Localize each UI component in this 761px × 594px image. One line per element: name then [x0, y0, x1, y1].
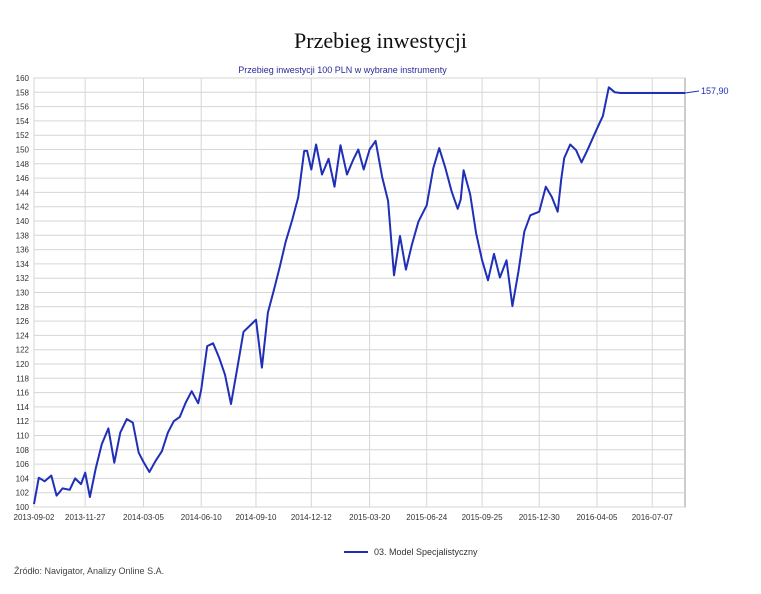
y-tick-label: 110	[16, 432, 29, 441]
y-tick-label: 142	[16, 203, 30, 212]
x-tick-label: 2013-09-02	[14, 513, 55, 522]
x-tick-label: 2015-12-30	[519, 513, 560, 522]
y-tick-label: 134	[16, 260, 30, 269]
x-tick-label: 2015-09-25	[462, 513, 503, 522]
legend-swatch	[344, 551, 368, 553]
end-value-label: 157,90	[701, 86, 729, 96]
legend: 03. Model Specjalistyczny	[344, 547, 478, 557]
y-tick-label: 140	[16, 217, 30, 226]
source-note: Źródło: Navigator, Analizy Online S.A.	[14, 566, 165, 576]
y-tick-label: 126	[16, 317, 30, 326]
x-tick-label: 2014-12-12	[291, 513, 332, 522]
x-tick-label: 2013-11-27	[65, 513, 106, 522]
y-tick-label: 136	[16, 246, 30, 255]
y-tick-label: 152	[16, 131, 30, 140]
y-tick-label: 138	[16, 231, 30, 240]
x-tick-label: 2014-09-10	[235, 513, 276, 522]
x-tick-label: 2015-06-24	[406, 513, 447, 522]
chart-title: Przebieg inwestycji	[294, 28, 467, 53]
y-tick-label: 144	[16, 188, 30, 197]
y-tick-label: 104	[16, 474, 30, 483]
y-tick-label: 124	[16, 331, 30, 340]
y-tick-label: 102	[16, 489, 30, 498]
y-tick-label: 106	[16, 460, 30, 469]
y-tick-label: 120	[16, 360, 30, 369]
y-tick-label: 148	[16, 160, 30, 169]
x-tick-label: 2015-03-20	[349, 513, 390, 522]
x-tick-label: 2016-04-05	[576, 513, 617, 522]
y-tick-label: 112	[16, 417, 29, 426]
y-tick-label: 158	[16, 88, 30, 97]
y-tick-label: 118	[16, 374, 29, 383]
x-tick-label: 2016-07-07	[632, 513, 673, 522]
y-tick-label: 100	[16, 503, 30, 512]
y-tick-label: 114	[16, 403, 29, 412]
y-tick-label: 150	[16, 146, 30, 155]
series-line	[33, 86, 685, 505]
y-tick-label: 116	[16, 389, 29, 398]
y-tick-label: 108	[16, 446, 30, 455]
x-tick-label: 2014-03-05	[123, 513, 164, 522]
end-label-leader	[684, 90, 700, 94]
y-tick-label: 122	[16, 346, 30, 355]
legend-label: 03. Model Specjalistyczny	[374, 547, 478, 557]
y-tick-label: 132	[16, 274, 30, 283]
chart-subtitle: Przebieg inwestycji 100 PLN w wybrane in…	[238, 65, 447, 75]
y-tick-label: 154	[16, 117, 30, 126]
y-tick-label: 160	[16, 74, 30, 83]
y-tick-label: 146	[16, 174, 30, 183]
y-tick-label: 156	[16, 103, 30, 112]
y-tick-label: 130	[16, 289, 30, 298]
y-tick-label: 128	[16, 303, 30, 312]
x-tick-label: 2014-06-10	[181, 513, 222, 522]
